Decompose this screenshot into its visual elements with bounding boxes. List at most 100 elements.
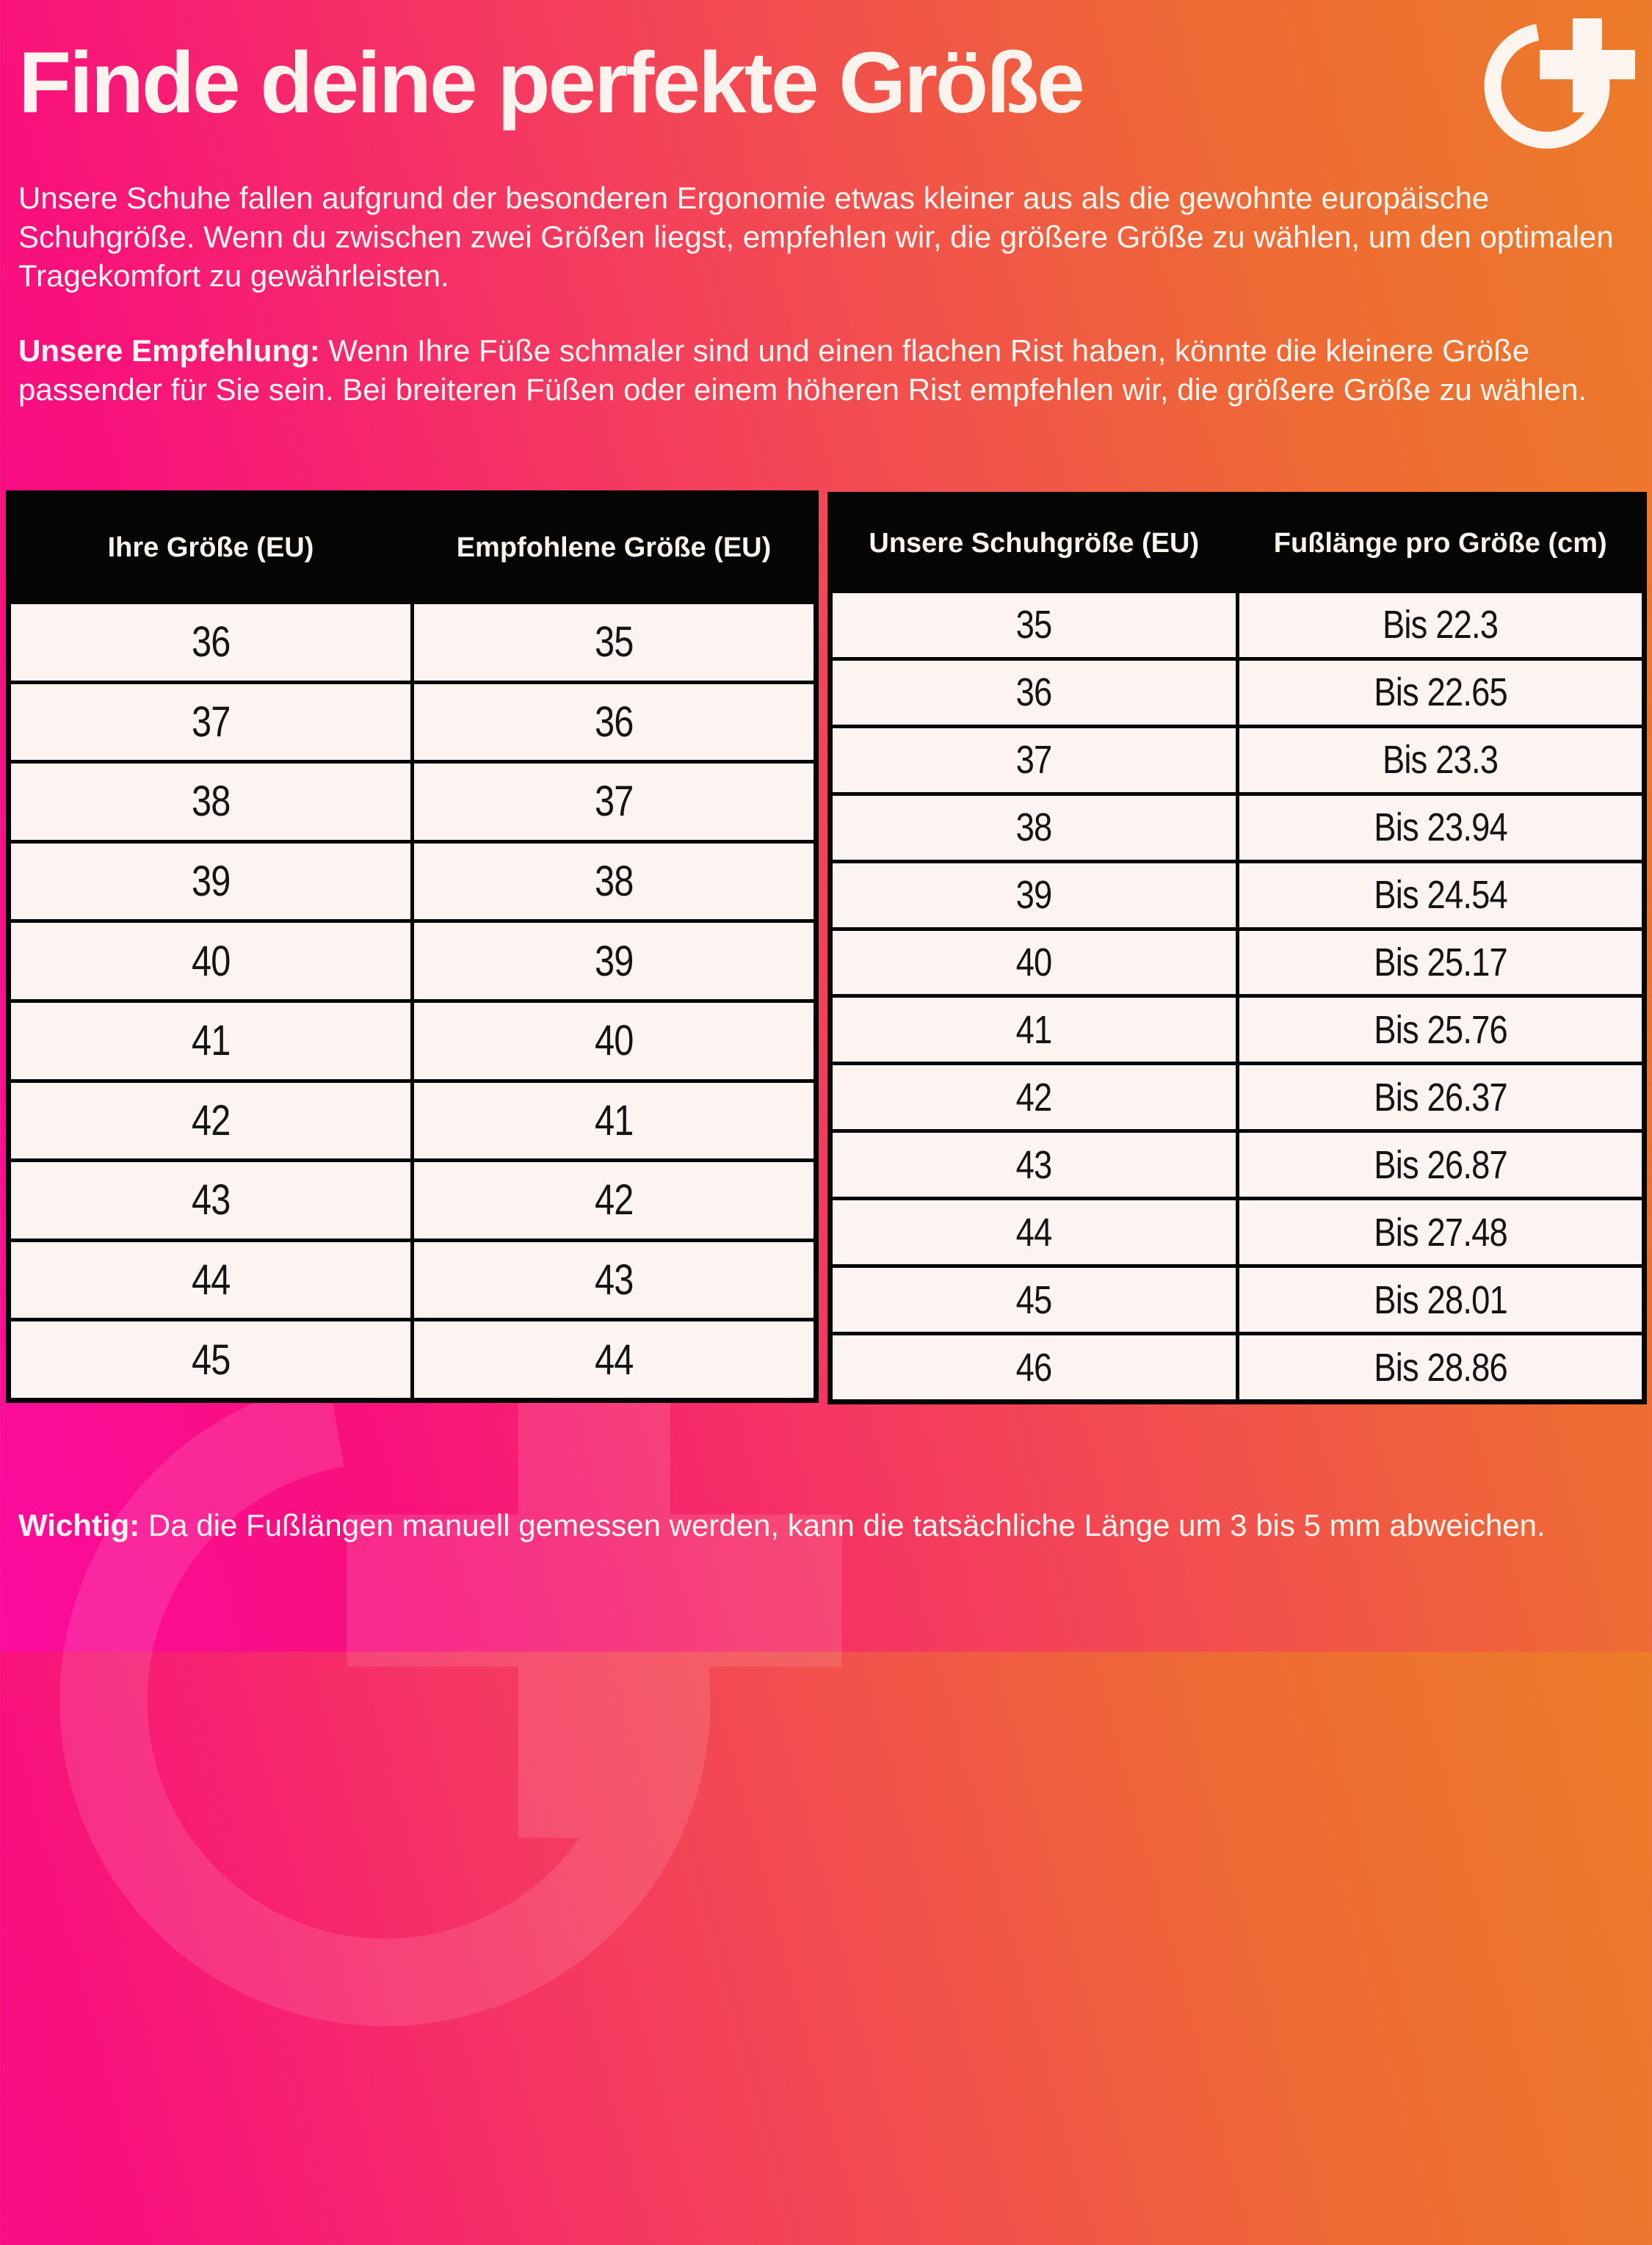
- table-cell: 45: [833, 1268, 1236, 1332]
- table-cell: 36: [414, 683, 814, 761]
- cell-value: Bis 22.65: [1373, 670, 1507, 715]
- cell-value: Bis 24.54: [1373, 873, 1507, 918]
- table-cell: 41: [11, 1002, 410, 1079]
- table-cell: 40: [11, 923, 410, 999]
- cell-value: 37: [191, 697, 231, 746]
- table-cell: 36: [833, 660, 1236, 725]
- table-cell: 35: [414, 604, 814, 681]
- table-cell: Bis 25.17: [1239, 930, 1642, 995]
- cell-value: 39: [594, 937, 634, 985]
- table-cell: 35: [833, 593, 1236, 657]
- cell-value: 39: [191, 857, 231, 906]
- recommendation-label: Unsere Empfehlung:: [18, 333, 320, 368]
- intro-paragraph: Unsere Schuhe fallen aufgrund der besond…: [18, 179, 1630, 296]
- note-text: Da die Fußlängen manuell gemessen werden…: [140, 1508, 1546, 1542]
- cell-value: 43: [191, 1176, 231, 1225]
- table-cell: 44: [11, 1241, 410, 1319]
- table-cell: 43: [414, 1241, 814, 1319]
- table-cell: 41: [833, 998, 1236, 1062]
- cell-value: Bis 28.01: [1373, 1277, 1507, 1322]
- recommendation-paragraph: Unsere Empfehlung: Wenn Ihre Füße schmal…: [18, 332, 1630, 410]
- cell-value: 37: [1015, 738, 1053, 783]
- table-cell: 41: [414, 1082, 814, 1159]
- cell-value: 38: [191, 777, 231, 826]
- table-cell: 37: [833, 728, 1236, 792]
- cell-value: 41: [1015, 1007, 1053, 1052]
- table-cell: 36: [11, 604, 410, 681]
- foot-length-table: Unsere Schuhgröße (EU) Fußlänge pro Größe…: [827, 492, 1647, 1404]
- cell-value: 35: [1015, 603, 1053, 648]
- table-cell: 39: [833, 863, 1236, 927]
- cell-value: 44: [594, 1335, 634, 1384]
- table-cell: 42: [414, 1162, 814, 1238]
- cell-value: 36: [191, 618, 231, 667]
- table-cell: 43: [11, 1162, 410, 1238]
- cell-value: 36: [1015, 670, 1053, 715]
- table-cell: 42: [11, 1082, 410, 1159]
- table-cell: 43: [833, 1133, 1236, 1197]
- cell-value: 41: [191, 1017, 231, 1065]
- note-paragraph: Wichtig: Da die Fußlängen manuell gemess…: [18, 1506, 1630, 1545]
- table-cell: 40: [833, 930, 1236, 995]
- recommendation-text: Wenn Ihre Füße schmaler sind und einen f…: [18, 333, 1587, 407]
- table-cell: 37: [414, 764, 814, 840]
- table-cell: Bis 26.87: [1239, 1133, 1642, 1197]
- table-cell: Bis 24.54: [1239, 863, 1642, 927]
- table-cell: Bis 26.37: [1239, 1065, 1642, 1130]
- cell-value: 37: [594, 777, 634, 826]
- cell-value: 44: [1015, 1210, 1053, 1255]
- cell-value: Bis 27.48: [1373, 1210, 1507, 1255]
- cell-value: 35: [594, 618, 634, 667]
- table-cell: 39: [11, 843, 410, 920]
- table-cell: 44: [833, 1200, 1236, 1265]
- table-cell: 46: [833, 1335, 1236, 1399]
- cell-value: 46: [1015, 1345, 1053, 1390]
- table-cell: Bis 22.3: [1239, 593, 1642, 657]
- cell-value: 44: [191, 1256, 231, 1305]
- table-cell: 37: [11, 683, 410, 761]
- cell-value: 36: [594, 697, 634, 746]
- o-plus-logo-icon: [1484, 18, 1635, 149]
- cell-value: 43: [594, 1256, 634, 1305]
- cell-value: 45: [191, 1335, 231, 1384]
- cell-value: Bis 26.87: [1373, 1142, 1507, 1187]
- cell-value: Bis 25.76: [1373, 1007, 1507, 1052]
- table-cell: Bis 28.01: [1239, 1268, 1642, 1332]
- cell-value: 42: [191, 1096, 231, 1145]
- cell-value: Bis 26.37: [1373, 1075, 1507, 1120]
- table-cell: 44: [414, 1321, 814, 1398]
- size-conversion-table: Ihre Größe (EU) Empfohlene Größe (EU) 36 35…: [6, 490, 819, 1403]
- column-header: Empfohlene Größe (EU): [414, 496, 814, 601]
- column-header: Unsere Schuhgröße (EU): [833, 497, 1236, 590]
- note-label: Wichtig:: [18, 1508, 140, 1542]
- cell-value: 40: [1015, 940, 1053, 985]
- table-cell: 39: [414, 923, 814, 999]
- cell-value: 41: [594, 1096, 634, 1145]
- table-cell: 38: [11, 764, 410, 840]
- table-cell: 42: [833, 1065, 1236, 1130]
- column-header: Fußlänge pro Größe (cm): [1239, 497, 1642, 590]
- table-cell: Bis 23.3: [1239, 728, 1642, 792]
- table-cell: 38: [414, 843, 814, 920]
- cell-value: 39: [1015, 873, 1053, 918]
- cell-value: 40: [594, 1017, 634, 1065]
- table-cell: Bis 28.86: [1239, 1335, 1642, 1399]
- cell-value: Bis 22.3: [1383, 603, 1499, 648]
- cell-value: 38: [594, 857, 634, 906]
- page-title: Finde deine perfekte Größe: [18, 35, 1085, 131]
- cell-value: 38: [1015, 805, 1053, 850]
- cell-value: 42: [1015, 1075, 1053, 1120]
- table-cell: 45: [11, 1321, 410, 1398]
- table-cell: 40: [414, 1002, 814, 1079]
- table-cell: 38: [833, 795, 1236, 860]
- cell-value: 43: [1015, 1142, 1053, 1187]
- cell-value: 40: [191, 937, 231, 985]
- table-cell: Bis 23.94: [1239, 795, 1642, 860]
- table-cell: Bis 22.65: [1239, 660, 1642, 725]
- table-cell: Bis 27.48: [1239, 1200, 1642, 1265]
- column-header: Ihre Größe (EU): [11, 496, 410, 601]
- cell-value: Bis 23.3: [1383, 738, 1499, 783]
- cell-value: Bis 25.17: [1373, 940, 1507, 985]
- intro-text: Unsere Schuhe fallen aufgrund der besond…: [18, 181, 1614, 293]
- cell-value: Bis 28.86: [1373, 1345, 1507, 1390]
